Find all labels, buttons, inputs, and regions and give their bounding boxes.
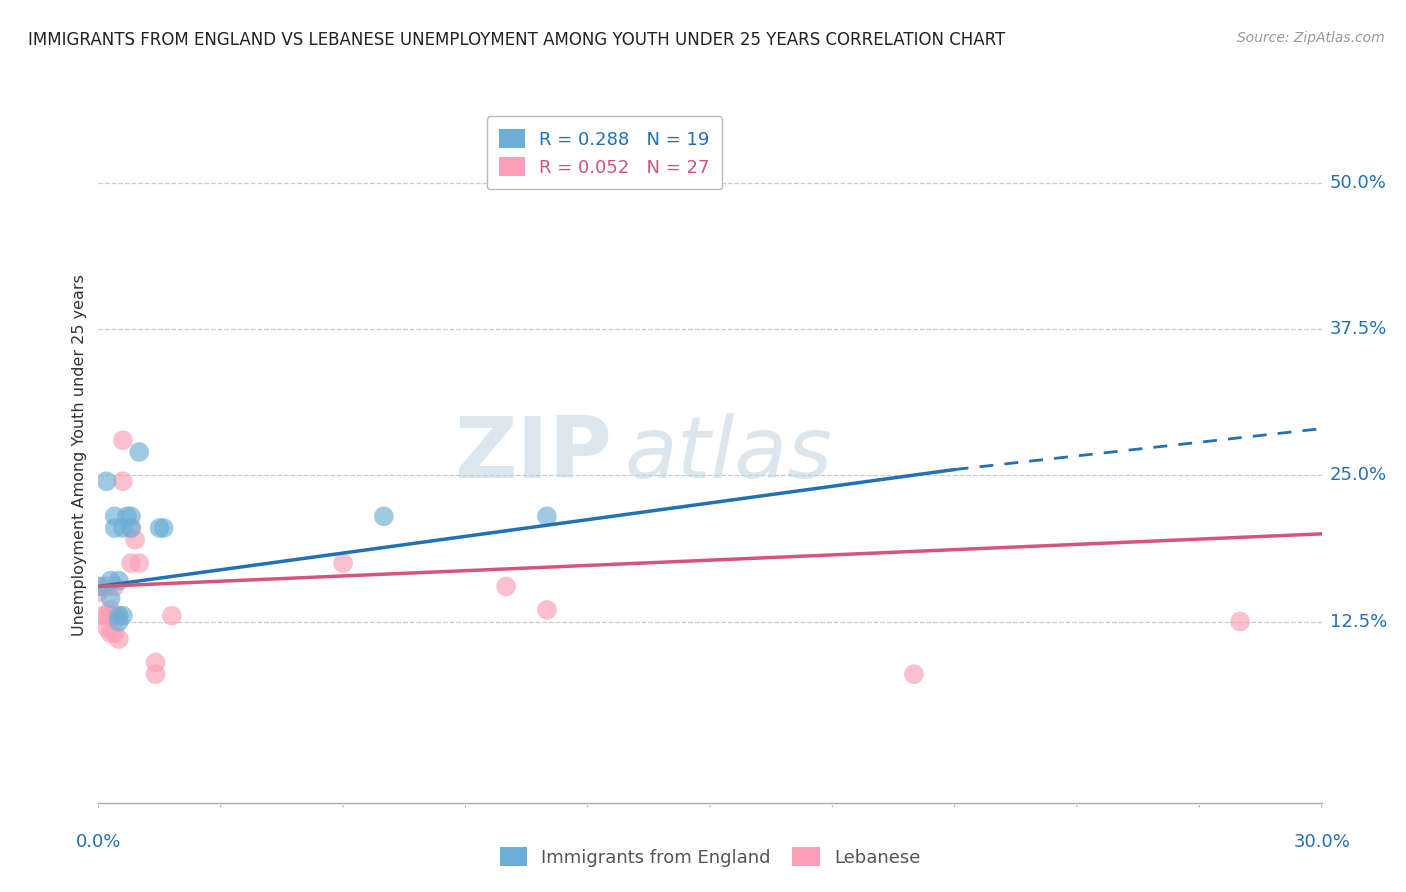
- Point: [104, 509, 127, 524]
- Point: [115, 509, 138, 524]
- Y-axis label: Unemployment Among Youth under 25 years: Unemployment Among Youth under 25 years: [72, 274, 87, 636]
- Point: [111, 474, 134, 488]
- Point: [100, 603, 122, 617]
- Text: 0.0%: 0.0%: [76, 833, 121, 851]
- Point: [120, 521, 142, 535]
- Text: 30.0%: 30.0%: [1294, 833, 1350, 851]
- Point: [91, 608, 114, 623]
- Point: [104, 608, 127, 623]
- Point: [100, 574, 122, 588]
- Point: [87, 579, 110, 593]
- Point: [100, 608, 122, 623]
- Point: [1229, 615, 1251, 629]
- Point: [149, 521, 172, 535]
- Point: [145, 656, 167, 670]
- Text: 37.5%: 37.5%: [1330, 320, 1388, 338]
- Text: 25.0%: 25.0%: [1330, 467, 1388, 484]
- Point: [100, 626, 122, 640]
- Point: [100, 591, 122, 606]
- Point: [104, 521, 127, 535]
- Point: [120, 556, 142, 570]
- Point: [120, 521, 142, 535]
- Legend: Immigrants from England, Lebanese: Immigrants from England, Lebanese: [492, 839, 928, 874]
- Point: [145, 667, 167, 681]
- Point: [152, 521, 174, 535]
- Point: [108, 632, 131, 646]
- Point: [96, 608, 118, 623]
- Point: [108, 574, 131, 588]
- Point: [495, 579, 517, 593]
- Text: IMMIGRANTS FROM ENGLAND VS LEBANESE UNEMPLOYMENT AMONG YOUTH UNDER 25 YEARS CORR: IMMIGRANTS FROM ENGLAND VS LEBANESE UNEM…: [28, 31, 1005, 49]
- Text: 12.5%: 12.5%: [1330, 613, 1388, 631]
- Text: Source: ZipAtlas.com: Source: ZipAtlas.com: [1237, 31, 1385, 45]
- Point: [108, 615, 131, 629]
- Point: [96, 620, 118, 634]
- Text: ZIP: ZIP: [454, 413, 612, 497]
- Point: [111, 521, 134, 535]
- Point: [87, 585, 110, 599]
- Point: [120, 509, 142, 524]
- Point: [124, 533, 146, 547]
- Point: [108, 608, 131, 623]
- Point: [104, 626, 127, 640]
- Point: [96, 474, 118, 488]
- Point: [96, 579, 118, 593]
- Text: atlas: atlas: [624, 413, 832, 497]
- Point: [536, 603, 558, 617]
- Point: [373, 509, 395, 524]
- Point: [128, 556, 150, 570]
- Point: [111, 434, 134, 448]
- Point: [128, 445, 150, 459]
- Text: 50.0%: 50.0%: [1330, 174, 1386, 192]
- Point: [104, 579, 127, 593]
- Point: [111, 608, 134, 623]
- Point: [332, 556, 354, 570]
- Point: [536, 509, 558, 524]
- Point: [91, 579, 114, 593]
- Point: [160, 608, 183, 623]
- Point: [903, 667, 925, 681]
